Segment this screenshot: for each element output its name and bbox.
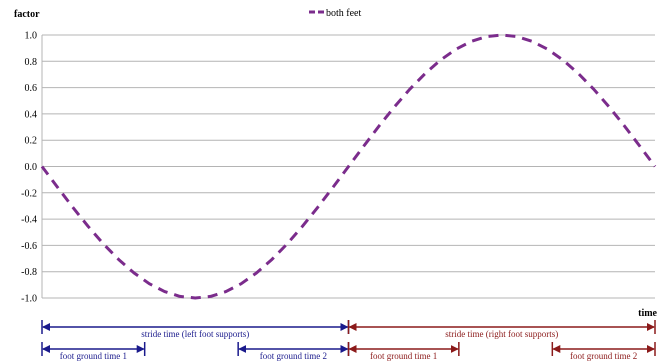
- x-axis-title: time: [638, 308, 657, 319]
- stride-right-label: stride time (right foot supports): [445, 329, 558, 339]
- ground-time-4-label: foot ground time 2: [570, 351, 637, 361]
- series-layer: [40, 33, 657, 300]
- ground-time-3-label: foot ground time 1: [370, 351, 437, 361]
- y-tick-label: -0.4: [21, 215, 37, 226]
- y-tick-label: 0.0: [25, 162, 38, 173]
- y-tick-label: 0.4: [25, 109, 38, 120]
- y-tick-label: 0.8: [25, 57, 38, 68]
- y-tick-label: 0.2: [25, 136, 38, 147]
- y-tick-labels: 1.0 0.8 0.6 0.4 0.2 0.0 -0.2 -0.4 -0.6 -0.8 -1.0: [21, 31, 37, 305]
- y-tick-label: 1.0: [25, 31, 38, 42]
- legend: both feet: [309, 8, 361, 19]
- y-tick-label: -0.2: [21, 188, 37, 199]
- y-tick-label: 0.6: [25, 83, 38, 94]
- series-line-both-feet: [40, 33, 657, 300]
- ground-time-2-label: foot ground time 2: [260, 351, 327, 361]
- y-axis-title: factor: [14, 9, 40, 20]
- y-tick-label: -0.6: [21, 241, 37, 252]
- y-tick-label: -0.8: [21, 267, 37, 278]
- ground-time-1-label: foot ground time 1: [60, 351, 127, 361]
- annotations: stride time (left foot supports) stride t…: [41, 320, 656, 361]
- legend-label: both feet: [326, 8, 361, 19]
- y-tick-label: -1.0: [21, 294, 37, 305]
- stride-left-label: stride time (left foot supports): [141, 329, 249, 339]
